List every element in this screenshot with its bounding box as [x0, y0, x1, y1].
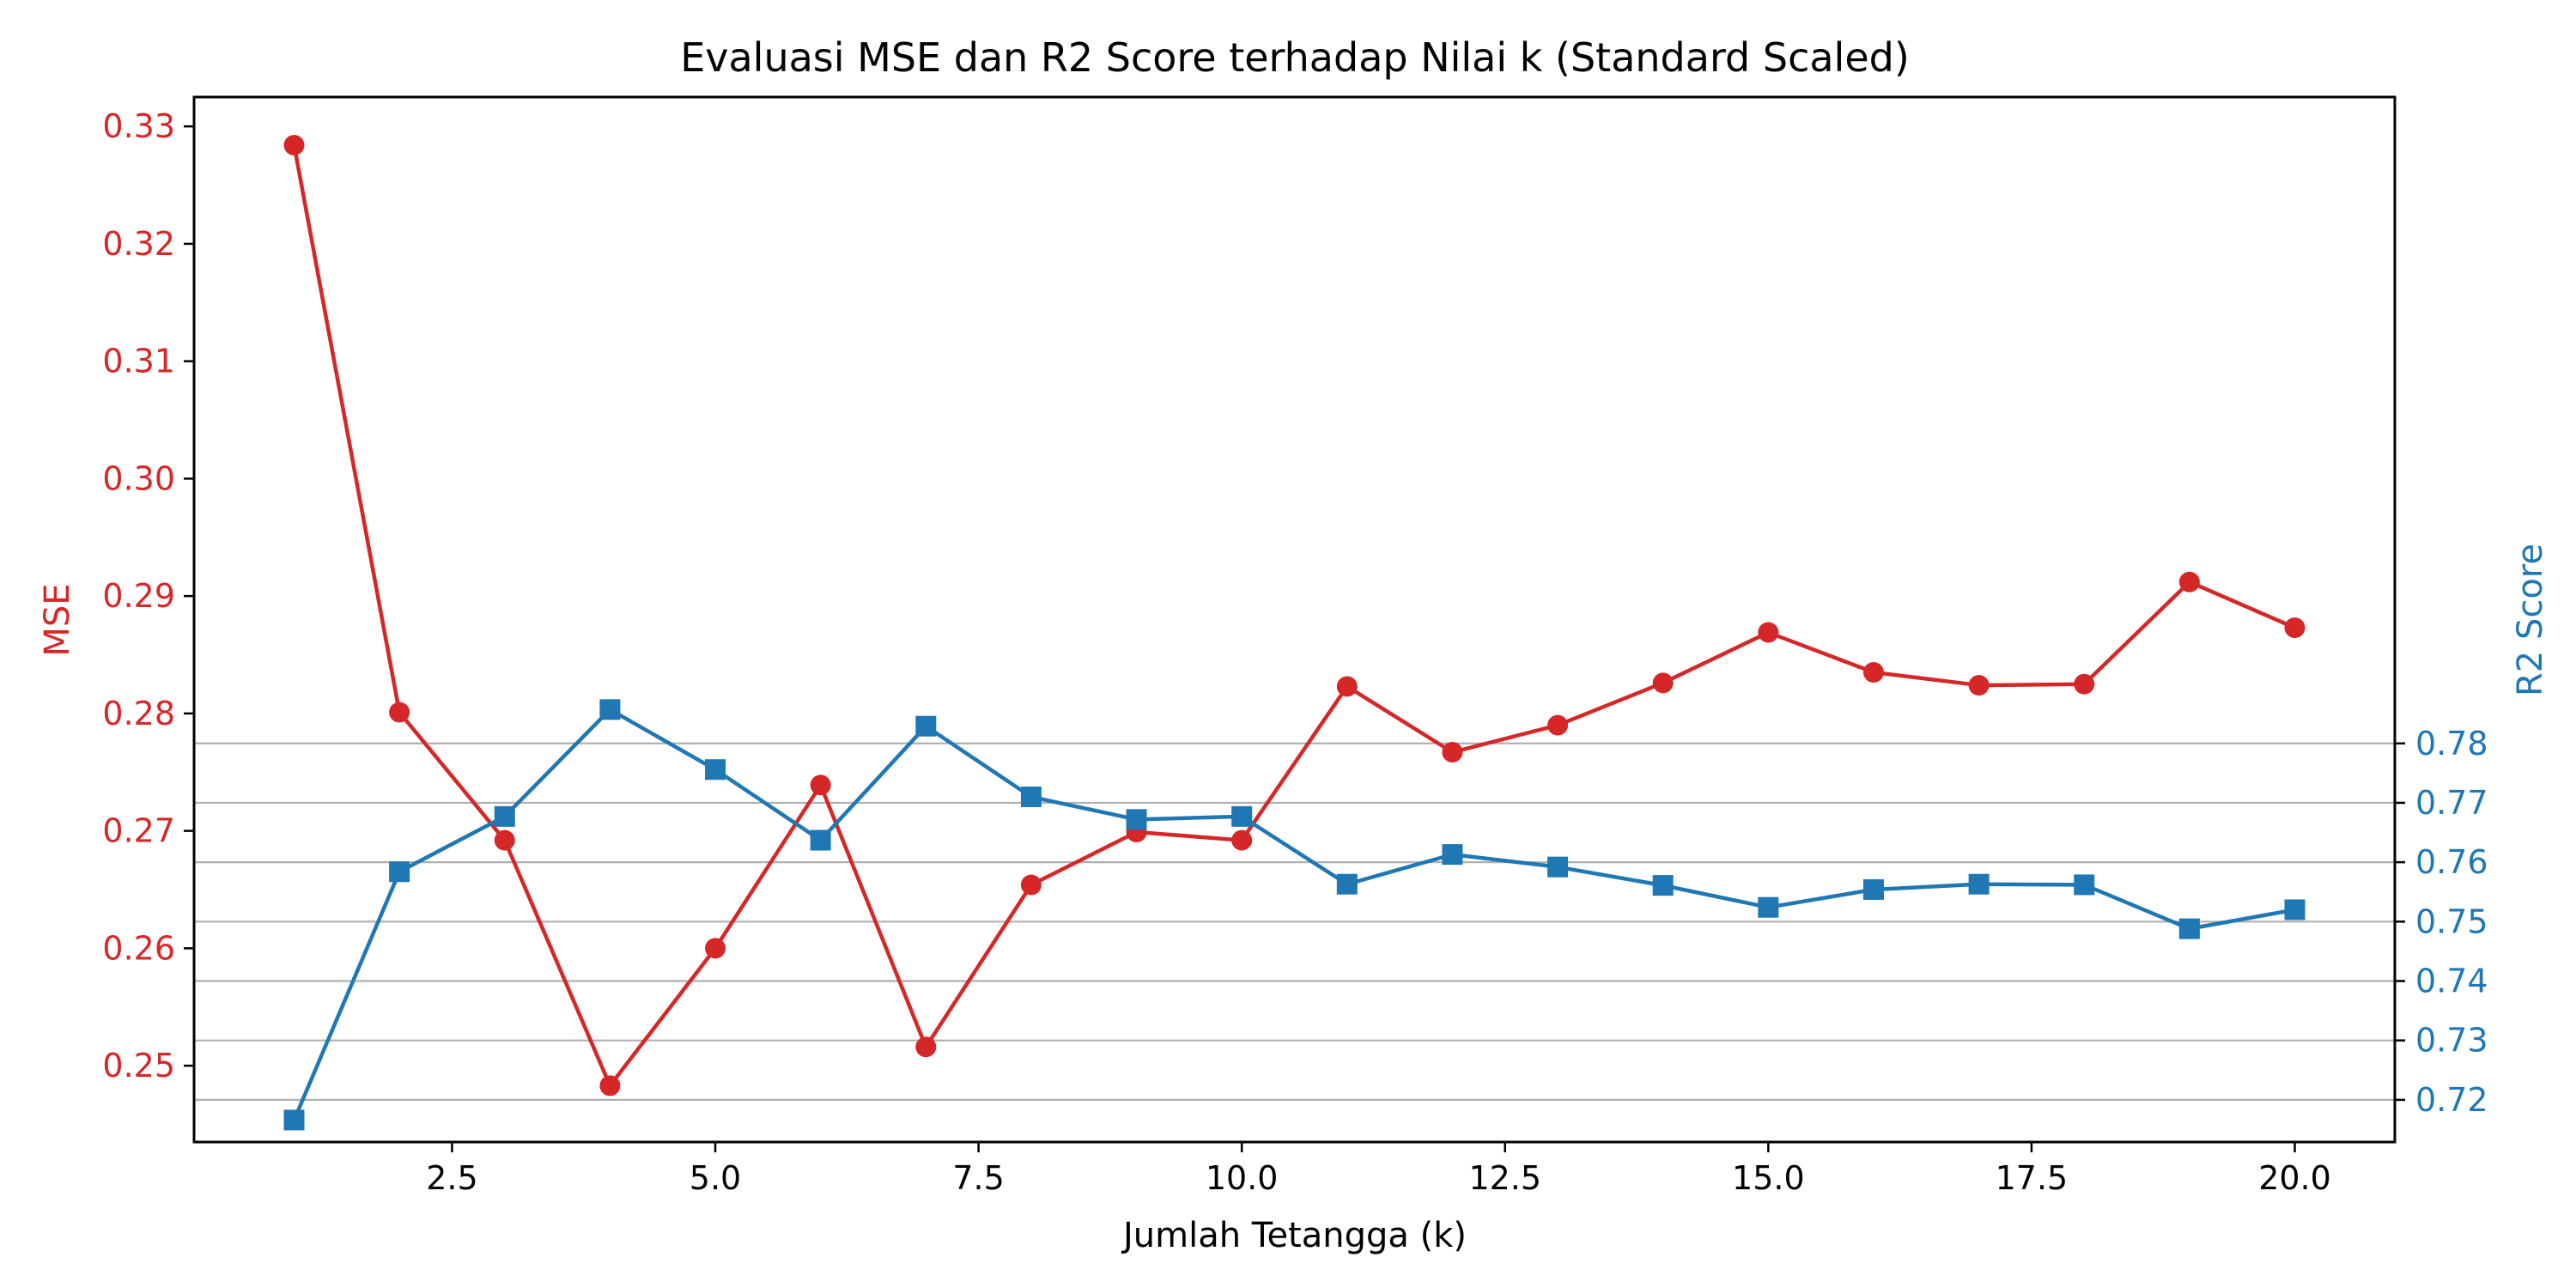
r2-point: [1442, 844, 1463, 866]
r2-point: [283, 1109, 305, 1131]
x-axis-label: Jumlah Tetangga (k): [1121, 1216, 1467, 1255]
x-tick-label: 12.5: [1468, 1159, 1541, 1197]
mse-point: [2074, 673, 2095, 695]
r2-point: [599, 699, 621, 720]
y-axis-left: 0.25 0.26 0.27 0.28 0.29 0.30 0.31 0.32 0.33: [102, 107, 194, 1084]
chart-title: Evaluasi MSE dan R2 Score terhadap Nilai…: [680, 34, 1910, 81]
mse-point: [1442, 742, 1463, 763]
r2-point: [1126, 809, 1147, 830]
x-tick-label: 7.5: [952, 1159, 1004, 1197]
y-right-tick-label: 0.72: [2415, 1081, 2488, 1119]
r2-point: [1020, 787, 1042, 808]
r2-point: [2284, 899, 2306, 920]
y-left-tick-label: 0.30: [102, 459, 175, 497]
x-tick-label: 2.5: [426, 1159, 477, 1197]
y-left-tick-label: 0.28: [102, 695, 175, 732]
y-axis-right-label: R2 Score: [2511, 544, 2550, 696]
y-left-tick-label: 0.32: [102, 225, 175, 263]
r2-point: [1336, 873, 1358, 895]
r2-point: [389, 861, 410, 883]
x-tick-label: 10.0: [1206, 1159, 1279, 1197]
r2-point: [915, 715, 937, 737]
r2-point: [2178, 918, 2200, 939]
r2-point: [1652, 875, 1674, 896]
y-right-tick-label: 0.77: [2415, 784, 2488, 822]
mse-point: [705, 938, 726, 959]
x-tick-label: 15.0: [1732, 1159, 1805, 1197]
mse-line: [292, 144, 2296, 1088]
mse-point: [494, 829, 515, 851]
y-right-tick-label: 0.78: [2415, 725, 2488, 762]
y-right-tick-label: 0.73: [2415, 1022, 2488, 1060]
mse-point: [1231, 829, 1253, 851]
r2-line: [292, 708, 2295, 1121]
plot-frame: [192, 95, 2397, 1144]
y-axis-right: 0.72 0.73 0.74 0.75 0.76 0.77 0.78: [2395, 725, 2488, 1119]
r2-point: [1862, 878, 1884, 900]
y-axis-left-label: MSE: [38, 583, 77, 656]
mse-point: [1547, 714, 1569, 736]
r2-point: [494, 805, 515, 827]
r2-point: [810, 829, 831, 851]
y-left-tick-label: 0.25: [102, 1047, 175, 1084]
r2-point: [1968, 873, 1990, 895]
y-left-tick-label: 0.31: [102, 343, 175, 380]
r2-point: [1547, 856, 1569, 878]
mse-point: [1652, 672, 1674, 694]
mse-point: [915, 1036, 937, 1058]
mse-point: [389, 702, 410, 723]
r2-point: [2074, 874, 2095, 896]
mse-point: [1336, 676, 1358, 697]
x-axis: 2.5 5.0 7.5 10.0 12.5 15.0 17.5 20.0: [426, 1142, 2331, 1197]
mse-point: [2178, 571, 2200, 592]
y-right-tick-label: 0.76: [2415, 843, 2488, 881]
mse-point: [1020, 874, 1042, 896]
grid-lines: [194, 742, 2395, 1101]
y-left-tick-label: 0.33: [102, 107, 175, 145]
mse-point: [1968, 675, 1990, 696]
r2-point: [1231, 805, 1253, 827]
mse-point: [283, 135, 305, 156]
y-left-tick-label: 0.26: [102, 929, 175, 967]
y-left-tick-label: 0.29: [102, 577, 175, 615]
mse-point: [810, 775, 831, 796]
mse-point: [1758, 622, 1779, 643]
r2-point: [705, 759, 726, 781]
x-tick-label: 17.5: [1996, 1159, 2069, 1197]
mse-point: [599, 1075, 621, 1097]
y-right-tick-label: 0.75: [2415, 902, 2488, 940]
y-right-tick-label: 0.74: [2415, 963, 2488, 1000]
x-tick-label: 20.0: [2258, 1159, 2331, 1197]
r2-point: [1758, 896, 1779, 918]
mse-point: [2284, 617, 2306, 639]
y-left-tick-label: 0.27: [102, 812, 175, 850]
series-layer: [283, 135, 2306, 1131]
x-tick-label: 5.0: [690, 1159, 741, 1197]
mse-point: [1862, 662, 1884, 683]
